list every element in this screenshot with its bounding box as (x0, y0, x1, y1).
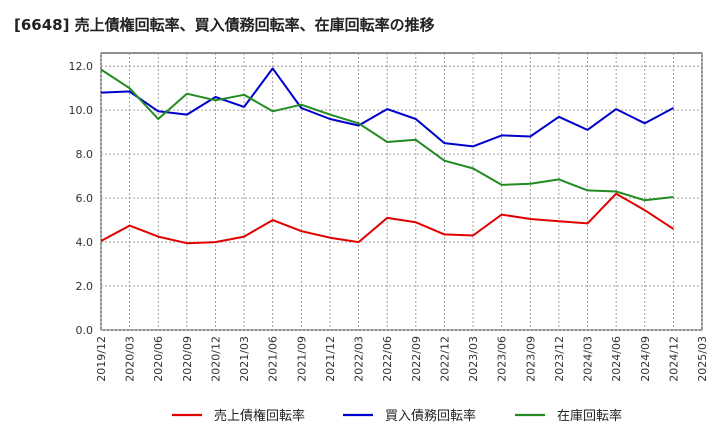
x-tick-label: 2023/09 (524, 336, 537, 382)
x-tick-label: 2021/03 (238, 336, 251, 382)
x-tick-label: 2023/06 (496, 336, 509, 382)
y-tick-label: 0.0 (76, 324, 94, 337)
y-tick-label: 12.0 (69, 60, 94, 73)
series-line-3 (100, 68, 674, 202)
legend-label-3: 在庫回転率 (557, 408, 622, 424)
legend-label-1: 売上債権回転率 (214, 408, 305, 424)
x-tick-label: 2023/12 (553, 336, 566, 382)
x-tick-label: 2020/09 (181, 336, 194, 382)
x-tick-label: 2023/03 (467, 336, 480, 382)
x-tick-label: 2022/09 (410, 336, 423, 382)
y-tick-label: 2.0 (76, 280, 94, 293)
x-tick-label: 2021/06 (267, 336, 280, 382)
x-tick-label: 2022/06 (381, 336, 394, 382)
x-tick-label: 2021/09 (295, 336, 308, 382)
series-line-2 (100, 67, 674, 148)
x-tick-label: 2024/03 (582, 336, 595, 382)
x-tick-label: 2020/06 (152, 336, 165, 382)
y-tick-label: 4.0 (76, 236, 94, 249)
legend-label-2: 買入債務回転率 (385, 408, 476, 424)
chart-title: [6648] 売上債権回転率、買入債務回転率、在庫回転率の推移 (14, 16, 435, 34)
y-tick-label: 6.0 (76, 192, 94, 205)
x-tick-label: 2022/03 (353, 336, 366, 382)
x-tick-label: 2024/06 (610, 336, 623, 382)
x-tick-label: 2020/03 (124, 336, 137, 382)
x-tick-label: 2024/09 (639, 336, 652, 382)
x-tick-label: 2024/12 (667, 336, 680, 382)
x-tick-label: 2019/12 (95, 336, 108, 382)
x-tick-label: 2022/12 (438, 336, 451, 382)
y-tick-label: 8.0 (76, 148, 94, 161)
x-tick-label: 2025/03 (696, 336, 709, 382)
y-tick-label: 10.0 (69, 104, 94, 117)
series-line-1 (100, 192, 674, 245)
x-tick-label: 2020/12 (209, 336, 222, 382)
x-tick-label: 2021/12 (324, 336, 337, 382)
